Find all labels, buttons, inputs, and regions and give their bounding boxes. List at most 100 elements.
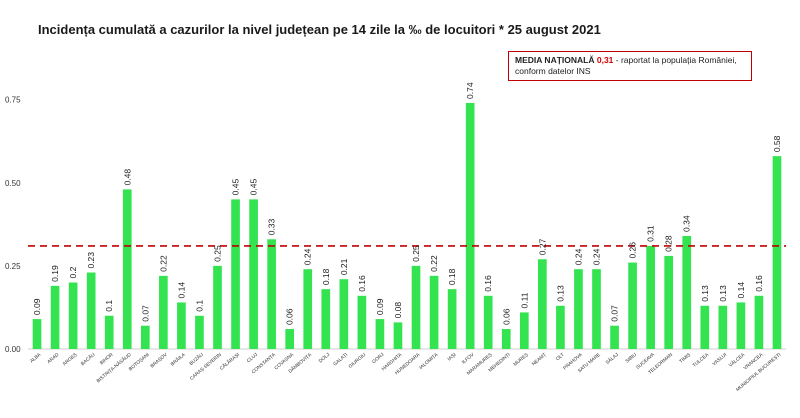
data-label: 0.1	[194, 300, 204, 312]
bar	[574, 269, 583, 349]
x-tick-label: GIURGIU	[348, 352, 368, 370]
x-tick-label: CARAȘ-SEVERIN	[189, 352, 223, 382]
bar	[501, 329, 511, 349]
x-tick-label: OLT	[555, 352, 566, 362]
data-label: 0.06	[285, 308, 295, 325]
bar	[32, 319, 42, 349]
data-label: 0.48	[122, 169, 132, 186]
bar	[411, 265, 421, 349]
legend-line-2: conform datelor INS	[515, 66, 591, 76]
bar	[700, 305, 710, 349]
x-tick-label: CĂLĂRAȘI	[218, 351, 241, 372]
data-label: 0.19	[50, 265, 60, 282]
x-tick-label: TIMIȘ	[678, 352, 692, 365]
bar	[519, 312, 529, 349]
bar	[231, 199, 240, 349]
data-label: 0.16	[483, 275, 493, 292]
bar	[718, 305, 728, 349]
x-tick-label: NEAMȚ	[531, 352, 548, 367]
data-label: 0.27	[537, 238, 547, 255]
bar	[736, 302, 746, 349]
y-tick-label: 0.25	[5, 262, 21, 271]
data-label: 0.25	[411, 245, 421, 262]
data-label: 0.07	[610, 305, 620, 322]
chart-axes: 0.00 0.25 0.50 0.75	[5, 96, 786, 354]
data-label: 0.34	[682, 215, 692, 232]
bar	[122, 189, 132, 349]
data-label: 0.28	[664, 235, 674, 252]
bar	[86, 272, 96, 349]
x-tick-label: ARGEȘ	[62, 352, 79, 367]
data-label: 0.21	[339, 258, 349, 275]
legend-line-1: MEDIA NAȚIONALĂ 0,31 - raportat la popul…	[515, 55, 745, 66]
y-tick-label: 0.50	[5, 179, 21, 188]
bar	[68, 282, 78, 349]
bar	[664, 255, 674, 349]
data-label: 0.13	[555, 285, 565, 302]
bar	[393, 322, 403, 349]
x-tick-label: ILFOV	[461, 351, 476, 365]
x-tick-label: IALOMIȚA	[418, 351, 440, 371]
bar	[195, 315, 204, 349]
data-label: 0.24	[592, 248, 602, 265]
x-tick-label: TULCEA	[692, 351, 711, 368]
bar	[447, 289, 457, 349]
x-tick-label: BIHOR	[99, 352, 115, 367]
data-label: 0.24	[573, 248, 583, 265]
bar	[159, 275, 168, 349]
data-label: 0.58	[772, 135, 782, 152]
data-label: 0.26	[628, 242, 638, 259]
data-label: 0.09	[375, 298, 385, 315]
data-label: 0.45	[231, 179, 241, 196]
bar	[429, 275, 439, 349]
data-label: 0.09	[32, 298, 42, 315]
legend-value: 0,31	[596, 55, 614, 65]
data-label: 0.24	[303, 248, 313, 265]
bar	[754, 295, 764, 349]
data-label: 0.1	[104, 300, 114, 312]
data-label: 0.74	[465, 82, 475, 99]
x-tick-label: ARAD	[46, 352, 60, 366]
data-label: 0.25	[213, 245, 223, 262]
data-label: 0.16	[357, 275, 367, 292]
data-label: 0.23	[86, 252, 96, 269]
data-label: 0.2	[68, 266, 78, 278]
data-label: 0.18	[321, 268, 331, 285]
bar	[610, 325, 619, 349]
bar	[465, 102, 475, 349]
x-tick-label: VASLUI	[711, 352, 728, 367]
bar	[213, 265, 222, 349]
x-tick-label: BISTRIȚA-NĂSĂUD	[95, 351, 133, 384]
bar	[556, 305, 565, 349]
data-label: 0.07	[140, 305, 150, 322]
data-label: 0.13	[718, 285, 728, 302]
bar	[50, 285, 60, 349]
bar	[140, 325, 150, 349]
data-label: 0.14	[736, 282, 746, 299]
y-tick-label: 0.00	[5, 345, 21, 354]
national-average-legend: MEDIA NAȚIONALĂ 0,31 - raportat la popul…	[508, 51, 752, 81]
x-tick-label: DOLJ	[318, 352, 332, 365]
bar	[177, 302, 186, 349]
data-label: 0.08	[393, 302, 403, 319]
bar	[321, 289, 331, 349]
bar	[592, 269, 601, 349]
data-label: 0.06	[501, 308, 511, 325]
data-label: 0.31	[646, 225, 656, 242]
x-tick-label: BACĂU	[79, 351, 97, 367]
x-tick-label: IAȘI	[447, 352, 458, 362]
bar	[483, 295, 493, 349]
x-tick-label: BRĂILA	[169, 351, 187, 368]
bar	[772, 156, 782, 349]
x-tick-label: ALBA	[29, 351, 43, 364]
bar	[375, 319, 385, 349]
x-tick-label: SĂLAJ	[604, 351, 620, 366]
bar	[682, 235, 692, 349]
x-tick-label: BRAȘOV	[149, 351, 169, 369]
bar	[339, 279, 349, 349]
bar	[357, 295, 367, 349]
data-label: 0.45	[249, 179, 259, 196]
bar	[249, 199, 258, 349]
data-label: 0.18	[447, 268, 457, 285]
